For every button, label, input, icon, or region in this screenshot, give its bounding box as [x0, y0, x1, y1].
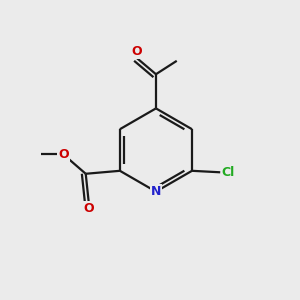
Text: O: O	[58, 148, 69, 161]
Text: O: O	[131, 45, 142, 58]
Text: N: N	[151, 185, 161, 198]
Text: O: O	[83, 202, 94, 215]
Text: Cl: Cl	[222, 166, 235, 179]
